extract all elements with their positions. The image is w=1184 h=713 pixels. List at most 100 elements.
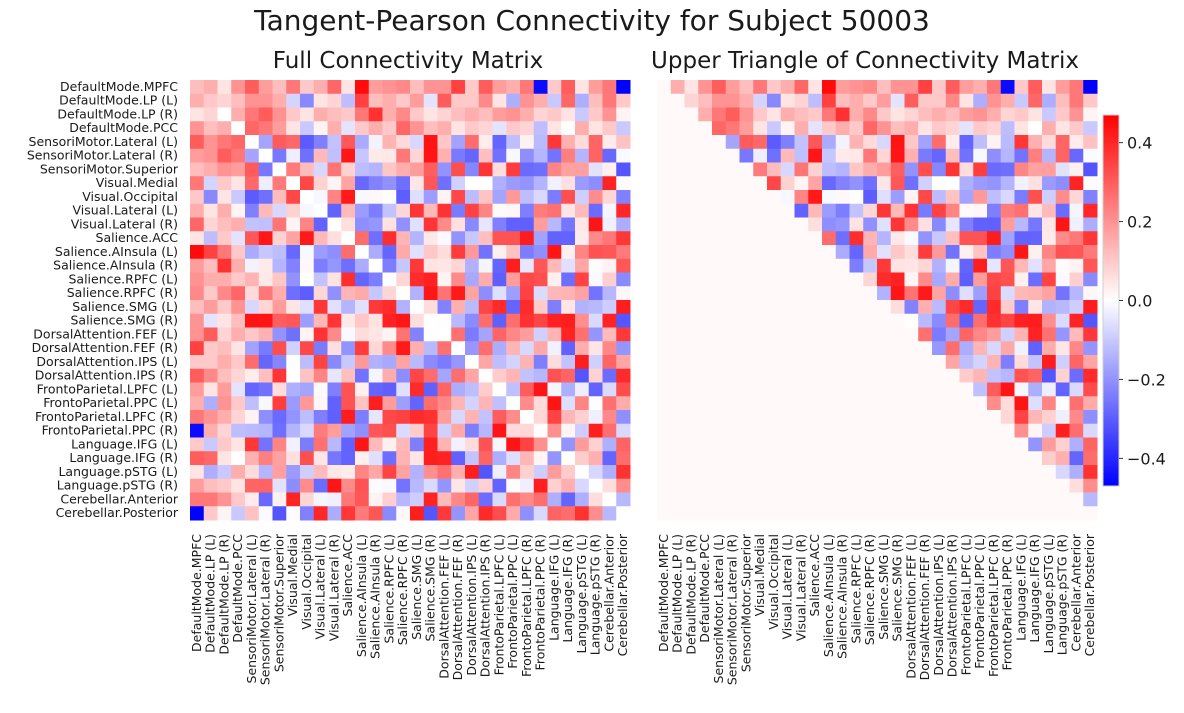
heatmap-cell bbox=[575, 396, 590, 411]
heatmap-cell bbox=[520, 258, 535, 273]
x-tick-label: DefaultMode.PCC bbox=[230, 534, 245, 643]
heatmap-cell bbox=[904, 162, 919, 177]
heatmap-cell bbox=[520, 423, 535, 438]
heatmap-cell bbox=[245, 217, 260, 232]
heatmap-cell bbox=[1028, 423, 1043, 438]
heatmap-cell bbox=[588, 80, 603, 95]
heatmap-cell bbox=[794, 107, 809, 122]
x-tick-label: SensoriMotor.Lateral (L) bbox=[711, 534, 726, 683]
heatmap-cell bbox=[684, 437, 699, 452]
heatmap-cell bbox=[423, 93, 438, 108]
heatmap-cell bbox=[217, 286, 232, 301]
heatmap-cell bbox=[368, 286, 383, 301]
heatmap-cell bbox=[987, 231, 1002, 246]
heatmap-cell bbox=[945, 300, 960, 315]
heatmap-cell bbox=[890, 396, 905, 411]
heatmap-cell bbox=[616, 203, 631, 218]
y-tick-label: Language.pSTG (R) bbox=[57, 478, 178, 493]
heatmap-cell bbox=[739, 341, 754, 356]
heatmap-cell bbox=[877, 327, 892, 342]
heatmap-cell bbox=[616, 368, 631, 383]
y-tick-label: Language.IFG (R) bbox=[69, 450, 178, 465]
heatmap-cell bbox=[520, 93, 535, 108]
heatmap-cell bbox=[451, 492, 466, 507]
heatmap-cell bbox=[382, 437, 397, 452]
heatmap-cell bbox=[492, 410, 507, 425]
heatmap-cell bbox=[794, 355, 809, 370]
heatmap-cell bbox=[575, 148, 590, 163]
heatmap-cell bbox=[1083, 451, 1098, 466]
heatmap-cell bbox=[313, 368, 328, 383]
heatmap-cell bbox=[1042, 135, 1057, 150]
heatmap-cell bbox=[203, 190, 218, 205]
heatmap-cell bbox=[561, 93, 576, 108]
heatmap-cell bbox=[1083, 148, 1098, 163]
heatmap-cell bbox=[657, 506, 672, 521]
heatmap-cell bbox=[987, 492, 1002, 507]
heatmap-cell bbox=[959, 231, 974, 246]
heatmap-cell bbox=[286, 451, 301, 466]
heatmap-cell bbox=[382, 162, 397, 177]
heatmap-cell bbox=[341, 148, 356, 163]
heatmap-cell bbox=[657, 355, 672, 370]
heatmap-cell bbox=[520, 231, 535, 246]
heatmap-cell bbox=[863, 93, 878, 108]
heatmap-cell bbox=[959, 478, 974, 493]
heatmap-cell bbox=[190, 286, 205, 301]
heatmap-cell bbox=[698, 437, 713, 452]
heatmap-cell bbox=[451, 451, 466, 466]
heatmap-cell bbox=[588, 300, 603, 315]
heatmap-cell bbox=[245, 176, 260, 191]
left-heatmap bbox=[190, 80, 631, 521]
heatmap-cell bbox=[506, 423, 521, 438]
heatmap-cell bbox=[190, 506, 205, 521]
heatmap-cell bbox=[575, 327, 590, 342]
heatmap-cell bbox=[410, 231, 425, 246]
heatmap-cell bbox=[382, 80, 397, 95]
heatmap-cell bbox=[506, 93, 521, 108]
heatmap-cell bbox=[575, 382, 590, 397]
heatmap-cell bbox=[190, 121, 205, 136]
heatmap-cell bbox=[575, 286, 590, 301]
heatmap-cell bbox=[506, 176, 521, 191]
heatmap-cell bbox=[561, 396, 576, 411]
heatmap-cell bbox=[822, 176, 837, 191]
heatmap-cell bbox=[300, 135, 315, 150]
heatmap-cell bbox=[231, 341, 246, 356]
heatmap-cell bbox=[231, 478, 246, 493]
heatmap-cell bbox=[478, 231, 493, 246]
heatmap-cell bbox=[1069, 272, 1084, 287]
y-tick-label: SensoriMotor.Lateral (R) bbox=[27, 148, 178, 163]
heatmap-cell bbox=[313, 93, 328, 108]
heatmap-cell bbox=[794, 176, 809, 191]
heatmap-cell bbox=[918, 148, 933, 163]
heatmap-cell bbox=[272, 451, 287, 466]
heatmap-cell bbox=[520, 313, 535, 328]
heatmap-cell bbox=[987, 451, 1002, 466]
heatmap-cell bbox=[465, 451, 480, 466]
heatmap-cell bbox=[533, 80, 548, 95]
heatmap-cell bbox=[437, 437, 452, 452]
heatmap-cell bbox=[451, 272, 466, 287]
heatmap-cell bbox=[327, 313, 342, 328]
heatmap-cell bbox=[890, 217, 905, 232]
heatmap-cell bbox=[849, 93, 864, 108]
heatmap-cell bbox=[822, 148, 837, 163]
heatmap-cell bbox=[217, 355, 232, 370]
heatmap-cell bbox=[945, 355, 960, 370]
heatmap-cell bbox=[533, 93, 548, 108]
heatmap-cell bbox=[1055, 478, 1070, 493]
heatmap-cell bbox=[959, 423, 974, 438]
heatmap-cell bbox=[533, 162, 548, 177]
heatmap-cell bbox=[547, 93, 562, 108]
heatmap-cell bbox=[1069, 93, 1084, 108]
heatmap-cell bbox=[1083, 341, 1098, 356]
x-tick-label: Salience.AInsula (R) bbox=[368, 534, 383, 659]
heatmap-cell bbox=[739, 410, 754, 425]
heatmap-cell bbox=[300, 162, 315, 177]
heatmap-cell bbox=[657, 80, 672, 95]
heatmap-cell bbox=[890, 121, 905, 136]
heatmap-cell bbox=[918, 272, 933, 287]
heatmap-cell bbox=[286, 162, 301, 177]
heatmap-cell bbox=[794, 286, 809, 301]
